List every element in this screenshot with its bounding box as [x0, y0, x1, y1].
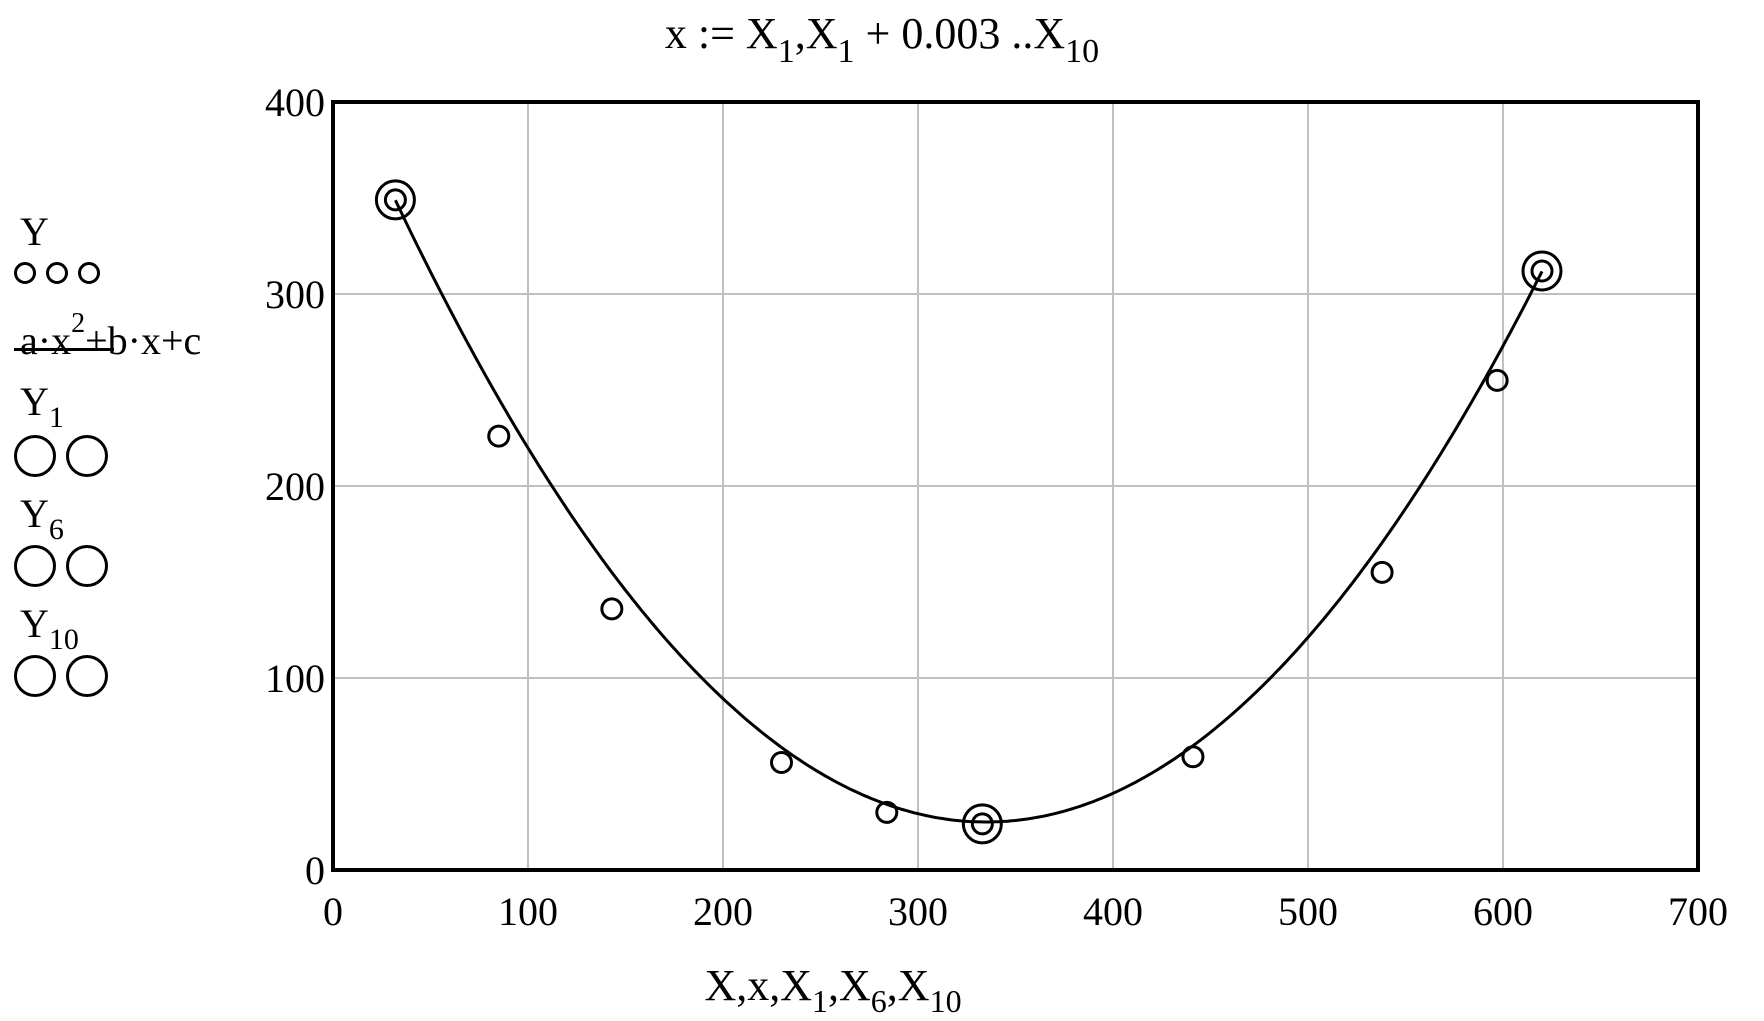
x-tick-label: 300	[888, 889, 948, 934]
data-points	[374, 179, 1563, 845]
tick-labels: 0 100 200 300 400 500 600 700 0 100 200 300 400	[265, 80, 1728, 934]
x-tick-label: 400	[1083, 889, 1143, 934]
large-circle-icon	[14, 545, 56, 587]
data-point-marker	[1530, 259, 1554, 283]
y-tick-label: 200	[265, 464, 325, 509]
highlight-point-marker	[1521, 250, 1563, 292]
legend-marker-y	[14, 262, 100, 284]
large-circle-icon	[14, 655, 56, 697]
small-circle-icon	[46, 262, 68, 284]
legend-marker-y1	[14, 435, 108, 477]
data-point-marker	[600, 597, 624, 621]
x-tick-label: 500	[1278, 889, 1338, 934]
x-tick-label: 600	[1473, 889, 1533, 934]
large-circle-icon	[66, 545, 108, 587]
chart-title: x := X1,X1 + 0.003 ..X10	[664, 9, 1100, 70]
highlight-point-marker	[374, 179, 416, 221]
data-point-marker	[875, 800, 899, 824]
y-tick-label: 0	[305, 848, 325, 893]
y-tick-label: 100	[265, 656, 325, 701]
x-tick-label: 0	[323, 889, 343, 934]
fit-curve	[394, 199, 1544, 824]
axes-frame	[331, 100, 1700, 872]
data-point-marker	[1370, 560, 1394, 584]
data-point-marker	[383, 188, 407, 212]
data-point-marker	[1485, 368, 1509, 392]
legend-label-y6: Y6	[20, 491, 64, 546]
highlight-point-marker	[961, 803, 1003, 845]
legend-marker-y6	[14, 545, 108, 587]
data-point-marker	[970, 812, 994, 836]
y-tick-label: 300	[265, 272, 325, 317]
large-circle-icon	[66, 655, 108, 697]
legend-label-y10: Y10	[20, 601, 79, 656]
x-tick-label: 700	[1668, 889, 1728, 934]
grid-lines	[333, 102, 1698, 870]
data-point-marker	[487, 424, 511, 448]
data-point-marker	[1181, 745, 1205, 769]
large-circle-icon	[66, 435, 108, 477]
legend-label-fit: a·x2+b·x+c	[20, 308, 202, 363]
legend-label-y: Y	[20, 209, 49, 254]
legend-marker-y10	[14, 655, 108, 697]
data-point-marker	[770, 750, 793, 774]
legend-line-sample	[14, 348, 114, 351]
x-axis-label: X,x,X1,X6,X10	[704, 961, 962, 1019]
y-tick-label: 400	[265, 80, 325, 125]
small-circle-icon	[78, 262, 100, 284]
small-circle-icon	[14, 262, 36, 284]
large-circle-icon	[14, 435, 56, 477]
legend-label-y1: Y1	[20, 379, 64, 434]
x-tick-label: 100	[498, 889, 558, 934]
x-tick-label: 200	[693, 889, 753, 934]
